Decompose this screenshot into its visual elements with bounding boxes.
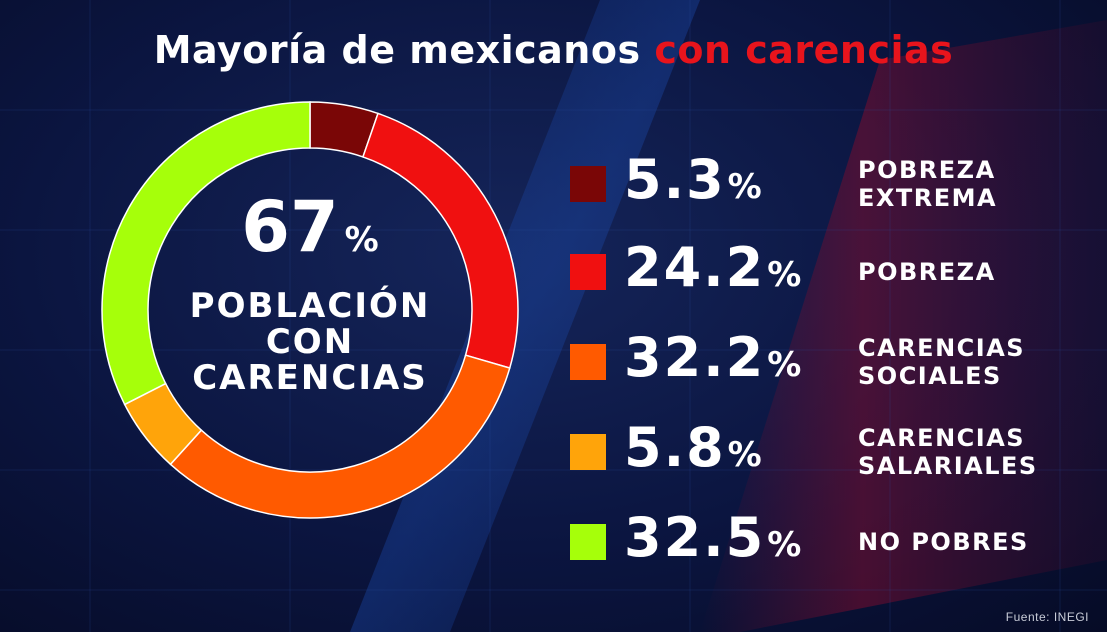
legend-value-unit: % — [767, 345, 802, 385]
legend-swatch-1 — [570, 254, 606, 290]
legend-value-number: 5.3 — [624, 148, 726, 211]
legend-row: 32.5% NO POBRES — [568, 506, 1068, 586]
legend-row: 32.2% CARENCIAS SOCIALES — [568, 326, 1068, 406]
center-label-line-2: CON — [265, 322, 355, 362]
legend-value-4: 32.5% — [624, 506, 801, 569]
center-label-line-3: CARENCIAS — [192, 358, 428, 398]
legend-value-1: 24.2% — [624, 236, 801, 299]
legend-row: 24.2% POBREZA — [568, 236, 1068, 316]
legend-row: 5.3% POBREZA EXTREMA — [568, 148, 1068, 228]
legend-value-number: 5.8 — [624, 416, 726, 479]
legend-value-unit: % — [727, 435, 762, 475]
legend-row: 5.8% CARENCIAS SALARIALES — [568, 416, 1068, 496]
legend-value-unit: % — [727, 167, 762, 207]
legend-label-line: POBREZA — [858, 258, 996, 286]
legend-value-number: 24.2 — [624, 236, 766, 299]
chart-title-main: Mayoría de mexicanos — [153, 28, 641, 72]
donut-chart — [101, 101, 519, 519]
legend-swatch-4 — [570, 524, 606, 560]
center-percent-symbol: % — [344, 220, 379, 260]
donut-slice-2 — [169, 354, 511, 519]
donut-slice-4 — [101, 101, 311, 406]
legend-label-4: NO POBRES — [858, 528, 1068, 556]
legend-swatch-0 — [570, 166, 606, 202]
legend-label-0: POBREZA EXTREMA — [858, 156, 1068, 212]
legend-value-number: 32.2 — [624, 326, 766, 389]
legend-value-3: 5.8% — [624, 416, 762, 479]
center-value: 67 — [241, 186, 339, 268]
legend-swatch-2 — [570, 344, 606, 380]
legend-label-3: CARENCIAS SALARIALES — [858, 424, 1068, 480]
legend-value-0: 5.3% — [624, 148, 762, 211]
legend-label-line: SOCIALES — [858, 362, 1002, 390]
legend-label-line: POBREZA — [858, 156, 996, 184]
legend-label-line: EXTREMA — [858, 184, 998, 212]
legend-value-number: 32.5 — [624, 506, 766, 569]
legend-value-unit: % — [767, 525, 802, 565]
legend-label-line: NO POBRES — [858, 528, 1029, 556]
source-credit: Fuente: INEGI — [1005, 610, 1089, 624]
legend-label-line: CARENCIAS — [858, 334, 1026, 362]
legend-value-unit: % — [767, 255, 802, 295]
legend-label-line: SALARIALES — [858, 452, 1038, 480]
legend-label-line: CARENCIAS — [858, 424, 1026, 452]
legend-value-2: 32.2% — [624, 326, 801, 389]
legend-swatch-3 — [570, 434, 606, 470]
chart-title: Mayoría de mexicanos con carencias — [0, 28, 1107, 72]
center-label-line-1: POBLACIÓN — [189, 286, 431, 326]
legend-label-1: POBREZA — [858, 258, 1068, 286]
center-percentage: 67% — [160, 186, 460, 268]
center-label: POBLACIÓN CON CARENCIAS — [160, 288, 460, 396]
legend-label-2: CARENCIAS SOCIALES — [858, 334, 1068, 390]
chart-title-accent: con carencias — [654, 28, 954, 72]
